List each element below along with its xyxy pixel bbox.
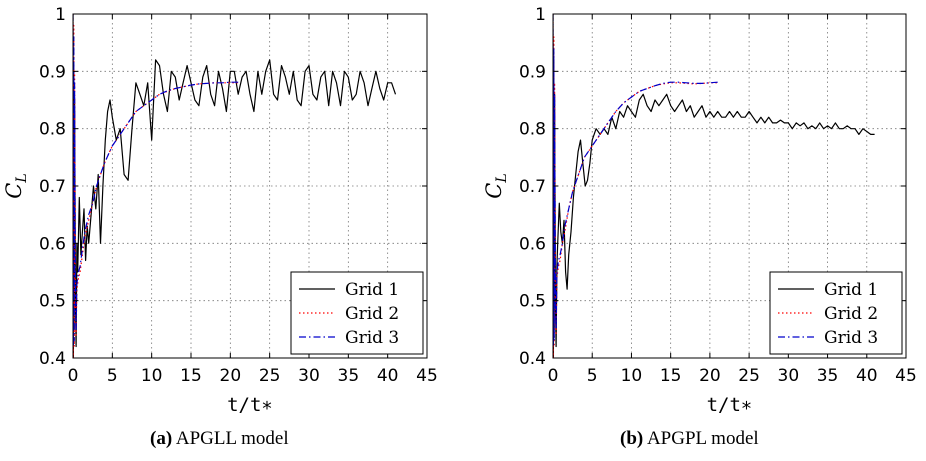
legend-label-2: Grid 2 [824, 304, 878, 324]
y-tick-label: 0.6 [519, 234, 546, 254]
chart-a: 0 5 10 15 20 25 30 35 40 45 0.4 0.5 0.6 0.7 0.8 0.9 1 t/t… [2, 5, 438, 416]
y-tick-label: 1 [535, 5, 546, 25]
x-tick-label: 20 [699, 366, 721, 386]
x-tick-label: 15 [180, 366, 202, 386]
legend-box [290, 271, 424, 355]
x-axis-label: t/t∗ [227, 394, 273, 416]
y-tick-label: 0.4 [39, 349, 66, 369]
x-tick-label: 5 [107, 366, 118, 386]
y-axis-label-sub: L [494, 173, 510, 183]
series-group [73, 14, 397, 358]
x-tick-label: 0 [548, 366, 559, 386]
x-axis-label: t/t∗ [707, 394, 753, 416]
caption-b: (b) APGPL model [620, 428, 759, 450]
caption-tag-b: (b) [620, 428, 644, 449]
caption-text-a: APGLL model [175, 428, 289, 449]
series-line-3 [553, 14, 718, 348]
y-tick-label: 0.9 [519, 62, 546, 82]
y-tick-label: 0.5 [519, 292, 546, 312]
x-tick-label: 40 [856, 366, 878, 386]
y-axis-label-main: C [482, 183, 506, 199]
x-tick-label: 30 [298, 366, 320, 386]
x-tick-label: 45 [416, 366, 438, 386]
x-tick-label: 30 [778, 366, 800, 386]
caption-a: (a) APGLL model [150, 428, 289, 450]
y-axis-label: CL [2, 173, 30, 198]
y-axis-label: CL [482, 173, 510, 198]
y-axis-label-sub: L [14, 173, 30, 183]
y-tick-label: 0.6 [39, 234, 66, 254]
y-tick-label: 0.8 [39, 120, 66, 140]
legend-label-3: Grid 3 [345, 328, 399, 348]
x-tick-label: 0 [68, 366, 79, 386]
legend-label-1: Grid 1 [824, 280, 878, 300]
legend: Grid 1 Grid 2 Grid 3 [769, 271, 903, 355]
legend-box [769, 271, 903, 355]
legend: Grid 1 Grid 2 Grid 3 [290, 271, 424, 355]
x-tick-label: 10 [621, 366, 643, 386]
caption-text-b: APGPL model [646, 428, 759, 449]
x-tick-label: 45 [895, 366, 917, 386]
y-tick-label: 0.4 [519, 349, 546, 369]
y-tick-label: 0.9 [39, 62, 66, 82]
series-line-1 [553, 14, 875, 358]
x-tick-label: 35 [817, 366, 839, 386]
y-axis-label-main: C [2, 183, 26, 199]
x-tick-label: 25 [738, 366, 760, 386]
y-tick-label: 0.5 [39, 292, 66, 312]
legend-label-1: Grid 1 [345, 280, 399, 300]
y-tick-label: 0.7 [39, 177, 66, 197]
caption-tag-a: (a) [150, 428, 173, 449]
y-tick-label: 0.7 [519, 177, 546, 197]
x-tick-label: 25 [259, 366, 281, 386]
x-tick-label: 15 [660, 366, 682, 386]
x-tick-label: 20 [220, 366, 242, 386]
legend-label-3: Grid 3 [824, 328, 878, 348]
series-line-1 [73, 14, 397, 358]
chart-b: 0 5 10 15 20 25 30 35 40 45 0.4 0.5 0.6 0.7 0.8 0.9 1 t/t… [482, 5, 917, 416]
x-tick-label: 40 [377, 366, 399, 386]
x-tick-label: 35 [338, 366, 360, 386]
y-tick-label: 0.8 [519, 120, 546, 140]
y-tick-label: 1 [55, 5, 66, 25]
x-tick-label: 5 [587, 366, 598, 386]
legend-label-2: Grid 2 [345, 304, 399, 324]
series-line-3 [73, 14, 239, 348]
x-tick-label: 10 [141, 366, 163, 386]
series-group [553, 14, 875, 358]
